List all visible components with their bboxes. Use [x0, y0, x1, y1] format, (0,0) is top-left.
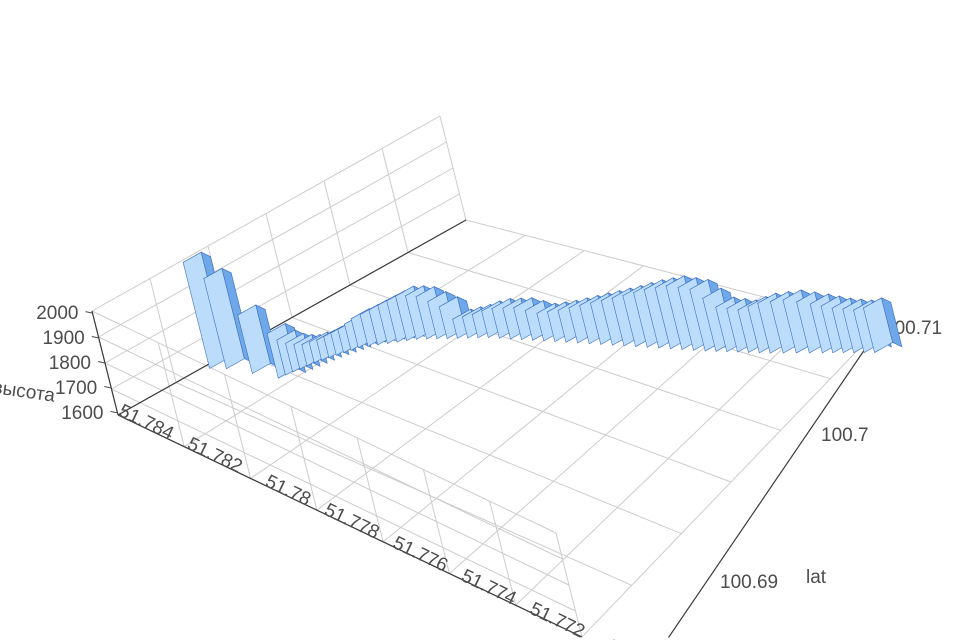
svg-text:1800: 1800	[49, 353, 91, 374]
svg-text:1600: 1600	[61, 403, 103, 424]
svg-text:2000: 2000	[36, 303, 78, 324]
svg-text:100.7: 100.7	[821, 425, 869, 446]
svg-text:1900: 1900	[42, 328, 84, 349]
svg-text:lat: lat	[806, 567, 827, 588]
svg-text:1700: 1700	[55, 378, 97, 399]
svg-text:100.69: 100.69	[720, 572, 778, 593]
